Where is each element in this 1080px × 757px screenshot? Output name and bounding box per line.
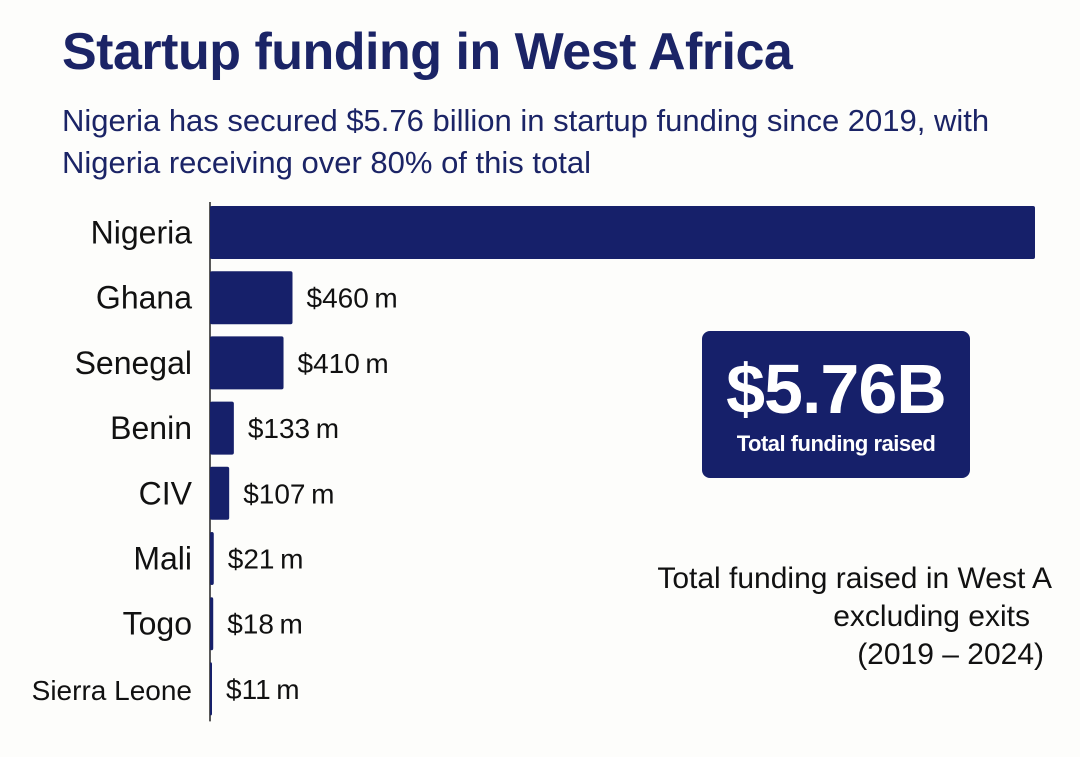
bar-civ	[210, 466, 230, 520]
value-label: $460 m	[307, 283, 398, 314]
category-label: Sierra Leone	[32, 675, 192, 706]
category-label: CIV	[139, 475, 193, 511]
total-funding-value: $5.76B	[726, 350, 947, 428]
chart-subtitle: Nigeria has secured $5.76 billion in sta…	[62, 103, 990, 180]
note-line-1: Total funding raised in West A	[657, 562, 1052, 595]
category-label: Nigeria	[91, 215, 193, 251]
bar-benin	[210, 401, 234, 455]
value-label: $18 m	[227, 609, 303, 640]
bar-mali	[210, 532, 214, 585]
value-label: $21 m	[228, 544, 304, 575]
total-funding-card: $5.76B Total funding raised	[702, 331, 970, 478]
bar-sierra-leone	[210, 662, 212, 716]
value-label: $107 m	[243, 478, 334, 509]
value-label: $133 m	[248, 413, 339, 444]
note-line-3: (2019 – 2024)	[857, 638, 1044, 671]
category-label: Togo	[123, 606, 192, 642]
chart-title: Startup funding in West Africa	[62, 23, 793, 81]
chart-note: Total funding raised in West A excluding…	[532, 560, 1052, 674]
bar-ghana	[210, 271, 293, 325]
value-label: $11 m	[226, 674, 300, 705]
total-funding-label: Total funding raised	[736, 431, 936, 456]
note-line-2: excluding exits	[833, 600, 1030, 633]
bar-senegal	[210, 336, 284, 390]
bar-togo	[210, 597, 214, 651]
category-label: Ghana	[96, 280, 192, 316]
value-label: $410 m	[298, 348, 389, 379]
category-label: Senegal	[75, 345, 192, 381]
category-label: Mali	[133, 541, 192, 577]
category-label: Benin	[110, 410, 192, 446]
bar-nigeria	[210, 206, 1035, 259]
